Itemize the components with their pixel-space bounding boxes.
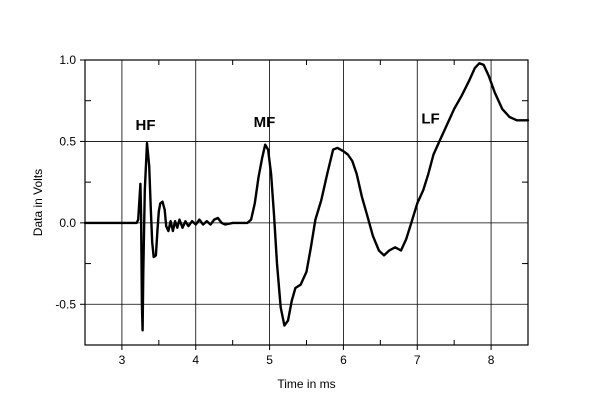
annotation-label: MF [254, 114, 276, 131]
x-tick-label: 7 [414, 353, 421, 367]
x-tick-label: 8 [488, 353, 495, 367]
y-tick-label: -0.5 [55, 297, 76, 311]
axis-ticks [80, 59, 529, 350]
x-tick-label: 6 [340, 353, 347, 367]
y-tick-label: 0.5 [59, 134, 76, 148]
annotations: HF MF LF [136, 111, 440, 135]
series-line [83, 62, 530, 332]
annotation-label: LF [421, 111, 439, 128]
y-axis-label: Data in Volts [31, 169, 45, 236]
x-axis-label: Time in ms [277, 377, 335, 391]
y-tick-label: 1.0 [59, 53, 76, 67]
x-tick-label: 3 [119, 353, 126, 367]
x-tick-label: 4 [192, 353, 199, 367]
x-tick-label: 5 [266, 353, 273, 367]
tick-labels: 3 4 5 6 7 8 1.0 0.5 0.0 -0.5 [55, 53, 494, 367]
y-tick-label: 0.0 [59, 216, 76, 230]
annotation-label: HF [136, 117, 156, 134]
